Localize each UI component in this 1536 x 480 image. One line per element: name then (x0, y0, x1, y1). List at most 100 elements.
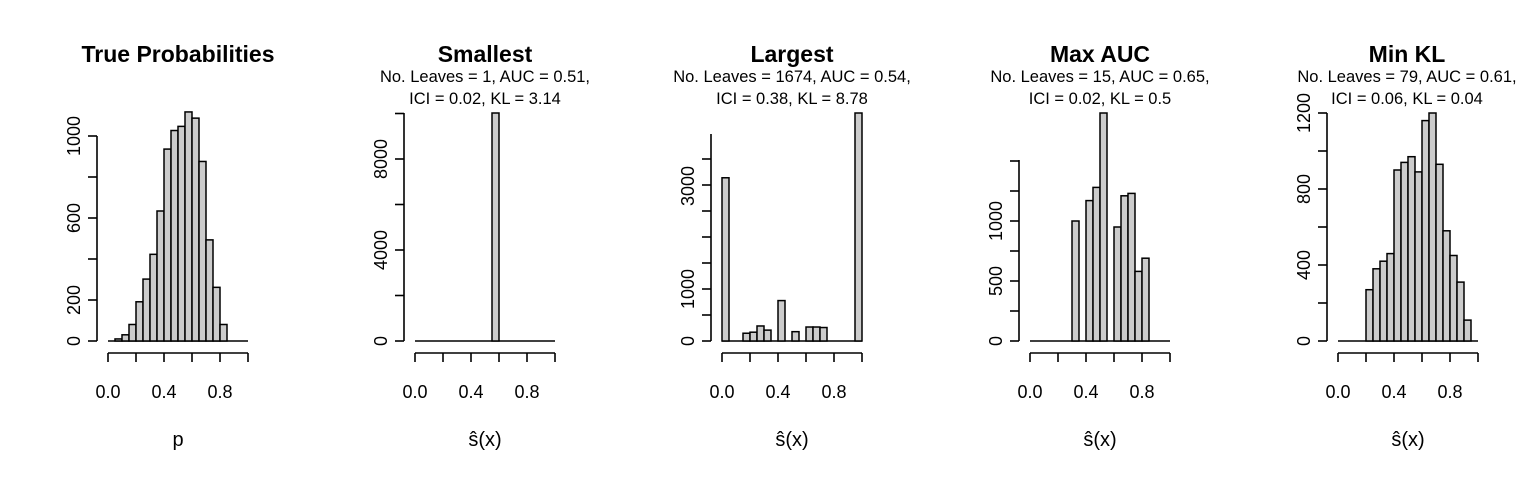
x-tick-label: 0.0 (1017, 382, 1042, 402)
histogram-bar (191, 117, 200, 342)
histogram-bar (763, 329, 772, 342)
histogram-bar (805, 326, 814, 342)
histogram-bar (1085, 199, 1094, 342)
y-tick-label: 1000 (986, 201, 1006, 241)
histogram-bar (1372, 268, 1381, 342)
x-tick-label: 0.4 (458, 382, 483, 402)
histogram-bar (142, 278, 151, 342)
histogram-bar (854, 112, 863, 342)
x-tick-label: 0.4 (765, 382, 790, 402)
histogram-bar (1393, 169, 1402, 342)
histogram-bar (205, 239, 214, 342)
chart-title: Smallest (438, 41, 533, 67)
y-tick-label: 1000 (678, 269, 698, 309)
x-tick-label: 0.8 (514, 382, 539, 402)
histogram-bar (1099, 112, 1108, 342)
histogram-bar (1386, 252, 1395, 342)
histogram-bar (1379, 260, 1388, 342)
chart-subtitle-line: No. Leaves = 15, AUC = 0.65, (990, 68, 1209, 86)
y-tick-label: 1200 (1294, 93, 1314, 133)
x-axis-label: ŝ(x) (1083, 429, 1116, 451)
histogram-bar (184, 111, 193, 342)
histogram-bar (1127, 192, 1136, 342)
chart-subtitle-line: ICI = 0.02, KL = 3.14 (409, 90, 561, 108)
histogram-bar (1113, 226, 1122, 342)
histogram-bar (212, 286, 221, 342)
histogram-bar (1414, 171, 1423, 342)
histogram-bar (156, 210, 165, 342)
histogram-bar (1449, 254, 1458, 342)
histogram-bar (170, 129, 179, 342)
x-tick-label: 0.0 (709, 382, 734, 402)
x-tick-label: 0.4 (1381, 382, 1406, 402)
x-tick-label: 0.0 (1325, 382, 1350, 402)
histogram-bar (177, 125, 186, 342)
histogram-bar (756, 325, 765, 342)
histogram-bar (791, 330, 800, 342)
x-axis-label: ŝ(x) (775, 429, 808, 451)
histogram-bar (1092, 186, 1101, 342)
y-tick-label: 0 (1294, 336, 1314, 346)
histogram-bar (1141, 257, 1150, 342)
histogram-bar (1463, 319, 1472, 342)
chart-title: Largest (750, 41, 833, 67)
y-tick-label: 0 (64, 336, 84, 346)
y-tick-label: 1000 (64, 116, 84, 156)
histogram-bar (121, 334, 130, 342)
chart-title: Max AUC (1050, 41, 1150, 67)
x-tick-label: 0.8 (821, 382, 846, 402)
x-axis-label: ŝ(x) (1391, 429, 1424, 451)
histogram-bar (742, 332, 751, 342)
y-tick-label: 500 (986, 266, 1006, 296)
histogram-bar (1134, 270, 1143, 342)
chart-title: True Probabilities (82, 41, 275, 67)
histogram-bar (163, 148, 172, 342)
chart-subtitle-line: No. Leaves = 1, AUC = 0.51, (380, 68, 590, 86)
histogram-bar (1428, 112, 1437, 342)
chart-subtitle-line: ICI = 0.38, KL = 8.78 (716, 90, 868, 108)
histogram-bar (1120, 195, 1129, 342)
histogram-bar (219, 323, 228, 342)
histogram-bar (128, 323, 137, 342)
histogram-bar (1365, 288, 1374, 342)
y-tick-label: 3000 (678, 166, 698, 206)
chart-subtitle-line: ICI = 0.02, KL = 0.5 (1029, 90, 1171, 108)
y-tick-label: 4000 (371, 230, 391, 270)
histogram-bar (777, 299, 786, 342)
histogram-bar (1442, 230, 1451, 342)
chart-title: Min KL (1369, 41, 1446, 67)
histogram-bar (721, 177, 730, 342)
x-tick-label: 0.4 (151, 382, 176, 402)
histogram-bar (1456, 281, 1465, 342)
y-tick-label: 400 (1294, 250, 1314, 280)
histogram-bar (198, 160, 207, 342)
y-tick-label: 8000 (371, 139, 391, 179)
chart-subtitle-line: No. Leaves = 79, AUC = 0.61, (1297, 68, 1516, 86)
chart-subtitle-line: ICI = 0.06, KL = 0.04 (1331, 90, 1483, 108)
x-tick-label: 0.8 (207, 382, 232, 402)
histogram-bar (1435, 163, 1444, 342)
x-tick-label: 0.4 (1073, 382, 1098, 402)
histogram-bar (812, 326, 821, 342)
histogram-bar (135, 301, 144, 342)
y-tick-label: 800 (1294, 174, 1314, 204)
y-tick-label: 0 (986, 336, 1006, 346)
histogram-bar (1071, 220, 1080, 342)
x-tick-label: 0.0 (95, 382, 120, 402)
histogram-bar (1421, 119, 1430, 342)
x-axis-label: p (172, 429, 183, 451)
x-tick-label: 0.8 (1129, 382, 1154, 402)
chart-panel-1: True Probabilities 0.0 0.4 0.8 p 0 200 600 1000 (64, 41, 275, 451)
y-tick-label: 600 (64, 203, 84, 233)
histogram-bar (1407, 155, 1416, 342)
x-tick-label: 0.8 (1437, 382, 1462, 402)
histogram-bar (749, 331, 758, 342)
y-tick-label: 200 (64, 285, 84, 315)
chart-subtitle-line: No. Leaves = 1674, AUC = 0.54, (673, 68, 911, 86)
y-tick-label: 0 (371, 336, 391, 346)
